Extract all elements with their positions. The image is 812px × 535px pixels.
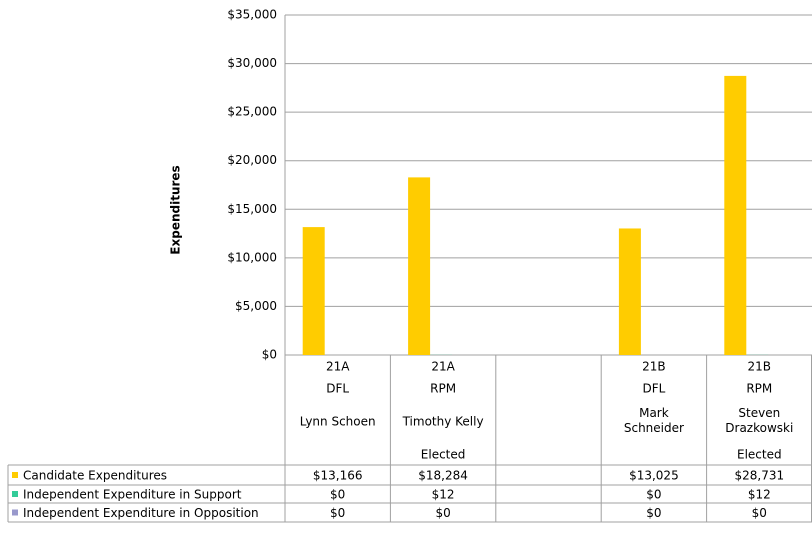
- y-tick-label: $5,000: [235, 299, 277, 313]
- candidate-label: Steven Drazkowski: [725, 406, 793, 435]
- legend-label: Independent Expenditure in Opposition: [23, 506, 259, 520]
- legend-label: Independent Expenditure in Support: [23, 488, 242, 502]
- bar: [724, 75, 747, 355]
- y-tick-label: $20,000: [227, 153, 277, 167]
- legend-label: Candidate Expenditures: [23, 469, 167, 483]
- candidate-label: Timothy Kelly: [402, 415, 484, 429]
- y-tick-label: $15,000: [227, 202, 277, 216]
- legend-swatch: [12, 509, 18, 516]
- party-label: RPM: [746, 382, 772, 396]
- y-tick-label: $0: [262, 348, 277, 362]
- value-label: $0: [435, 506, 450, 520]
- bar: [408, 177, 431, 355]
- bar: [618, 228, 641, 355]
- legend-swatch: [12, 472, 18, 478]
- value-label: $0: [752, 506, 767, 520]
- x-tick-label: 21B: [642, 360, 666, 374]
- x-tick-label: 21A: [326, 360, 350, 374]
- value-label: $0: [330, 488, 345, 502]
- value-label: $12: [748, 488, 771, 502]
- x-tick-label: 21A: [431, 360, 455, 374]
- status-label: Elected: [421, 448, 466, 462]
- party-label: DFL: [642, 382, 665, 396]
- value-label: $0: [330, 506, 345, 520]
- candidate-label: Lynn Schoen: [300, 415, 376, 429]
- legend-swatch: [12, 491, 18, 497]
- status-label: Elected: [737, 448, 782, 462]
- candidate-label: Mark Schneider: [624, 406, 684, 435]
- value-label: $0: [646, 506, 661, 520]
- party-label: RPM: [430, 382, 456, 396]
- value-label: $13,025: [629, 469, 679, 483]
- y-axis-label: Expenditures: [169, 165, 183, 254]
- value-label: $12: [432, 488, 455, 502]
- value-label: $28,731: [734, 469, 784, 483]
- y-tick-label: $30,000: [227, 56, 277, 70]
- value-label: $0: [646, 488, 661, 502]
- bar: [302, 227, 325, 355]
- value-label: $13,166: [313, 469, 363, 483]
- value-label: $18,284: [418, 469, 468, 483]
- party-label: DFL: [326, 382, 349, 396]
- y-tick-label: $10,000: [227, 250, 277, 264]
- y-tick-label: $25,000: [227, 105, 277, 119]
- x-tick-label: 21B: [748, 360, 772, 374]
- y-tick-label: $35,000: [227, 8, 277, 22]
